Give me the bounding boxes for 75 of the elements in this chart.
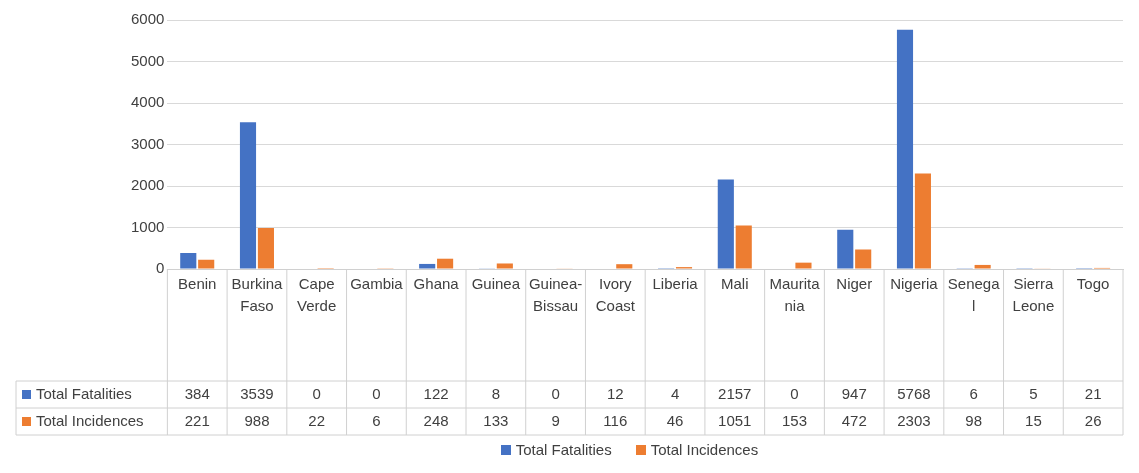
bar: [855, 249, 872, 269]
data-label: 947: [841, 384, 867, 402]
data-label: 1051: [718, 411, 752, 429]
x-tick-label: Sierra Leone: [1012, 274, 1055, 314]
data-label: 153: [781, 411, 808, 429]
data-label: 9: [551, 411, 560, 429]
bar: [616, 264, 633, 269]
data-label: 988: [244, 411, 270, 429]
x-tick-label: Liberia: [652, 274, 699, 292]
bar: [180, 253, 197, 269]
bar: [735, 225, 752, 269]
bar: [437, 258, 454, 269]
x-tick-label: Guinea-Bissau: [528, 274, 583, 314]
data-label: 122: [423, 384, 449, 402]
x-tick-label: Ghana: [413, 274, 460, 292]
bar: [896, 29, 914, 269]
legend-label: Total Fatalities: [36, 384, 132, 402]
x-tick-label: Nigeria: [890, 274, 939, 292]
x-tick-label: Niger: [836, 274, 873, 292]
data-label: 5768: [897, 384, 931, 402]
bar: [795, 262, 812, 269]
y-tick-label: 2000: [130, 176, 165, 194]
data-label: 3539: [240, 384, 274, 402]
x-tick-label: Gambia: [350, 274, 404, 292]
bar: [239, 122, 257, 269]
x-tick-label: Burkina Faso: [231, 274, 284, 314]
data-label: 98: [965, 411, 983, 429]
data-label: 2157: [718, 384, 752, 402]
data-label: 15: [1025, 411, 1042, 429]
data-label: 0: [372, 384, 381, 402]
x-tick-label: Togo: [1076, 274, 1110, 292]
bar: [974, 264, 991, 269]
data-label: 0: [312, 384, 321, 402]
y-tick-label: 0: [156, 259, 165, 277]
data-label: 384: [184, 384, 210, 402]
data-label: 2303: [897, 411, 931, 429]
bar: [496, 263, 513, 269]
text: Total Fatalities: [515, 441, 612, 458]
y-tick-label: 5000: [130, 51, 165, 69]
data-label: 6: [969, 384, 978, 402]
text: Total Incidences: [650, 441, 759, 458]
data-label: 116: [603, 411, 628, 429]
x-tick-label: Mali: [721, 274, 749, 292]
data-label: 5: [1029, 384, 1038, 402]
data-label: 12: [606, 384, 624, 402]
y-tick-label: 1000: [130, 217, 165, 235]
bar: [198, 259, 215, 269]
data-label: 8: [491, 384, 501, 402]
bar: [717, 179, 734, 269]
data-label: 21: [1084, 384, 1102, 402]
data-label: 22: [308, 411, 326, 429]
bar: [419, 263, 436, 269]
x-tick-label: Guinea: [471, 274, 521, 292]
bar: [914, 173, 931, 269]
data-label: 0: [551, 384, 560, 402]
data-label: 248: [423, 411, 449, 429]
data-label: 133: [483, 411, 509, 429]
data-label: 472: [841, 411, 867, 429]
x-tick-label: Senegal: [947, 274, 1001, 314]
x-tick-label: Cape Verde: [297, 274, 337, 314]
y-tick-label: 3000: [130, 134, 165, 152]
data-label: 46: [666, 411, 684, 429]
legend-label: Total Incidences: [36, 411, 144, 429]
data-label: 6: [372, 411, 381, 429]
x-tick-label: Benin: [178, 274, 217, 292]
data-label: 0: [790, 384, 799, 402]
x-tick-label: Mauritania: [769, 274, 821, 314]
bar: [837, 229, 854, 269]
y-tick-label: 4000: [130, 93, 165, 111]
data-label: 26: [1084, 411, 1102, 429]
x-tick-label: Ivory Coast: [595, 274, 636, 314]
bar: [257, 228, 274, 269]
y-tick-label: 6000: [130, 10, 165, 28]
data-label: 221: [184, 411, 210, 429]
data-label: 4: [670, 384, 680, 402]
